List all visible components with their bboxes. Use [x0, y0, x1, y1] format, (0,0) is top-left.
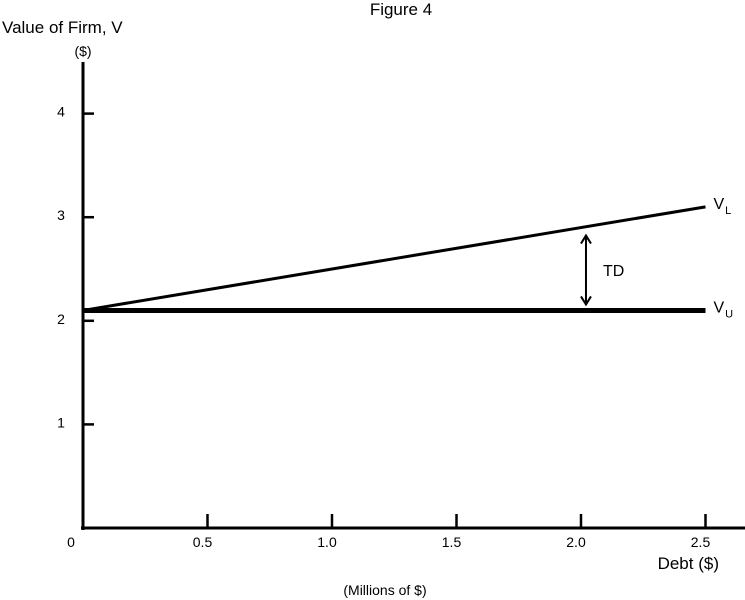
td-label: TD — [603, 263, 624, 280]
y-tick-label: 1 — [57, 414, 65, 430]
x-tick-label: 1.5 — [442, 534, 462, 550]
y-tick-label: 3 — [57, 207, 65, 223]
x-tick-label: 2.0 — [566, 534, 586, 550]
y-axis-label: Value of Firm, V — [2, 18, 123, 37]
series-line-vl — [82, 205, 706, 312]
series-label-vu: VU — [714, 299, 734, 320]
y-tick-label: 4 — [57, 104, 65, 120]
x-axis-label: Debt ($) — [658, 554, 719, 573]
origin-label: 0 — [67, 534, 75, 550]
y-ticks: 1 2 3 4 — [57, 104, 94, 430]
td-arrow-head-bottom — [580, 295, 592, 307]
td-annotation: TD — [580, 233, 624, 307]
td-arrow-head-top — [580, 233, 592, 245]
series-label-vl: VL — [714, 196, 732, 217]
x-tick-label: 0.5 — [193, 534, 213, 550]
x-tick-label: 2.5 — [691, 534, 711, 550]
x-ticks: 0.5 1.0 1.5 2.0 2.5 — [193, 514, 711, 550]
x-tick-label: 1.0 — [317, 534, 337, 550]
x-axis-unit: (Millions of $) — [343, 582, 426, 598]
y-axis-unit: ($) — [74, 43, 91, 59]
y-tick-label: 2 — [57, 311, 65, 327]
series-lines: VL VU — [82, 196, 734, 320]
chart-title: Figure 4 — [370, 0, 432, 19]
